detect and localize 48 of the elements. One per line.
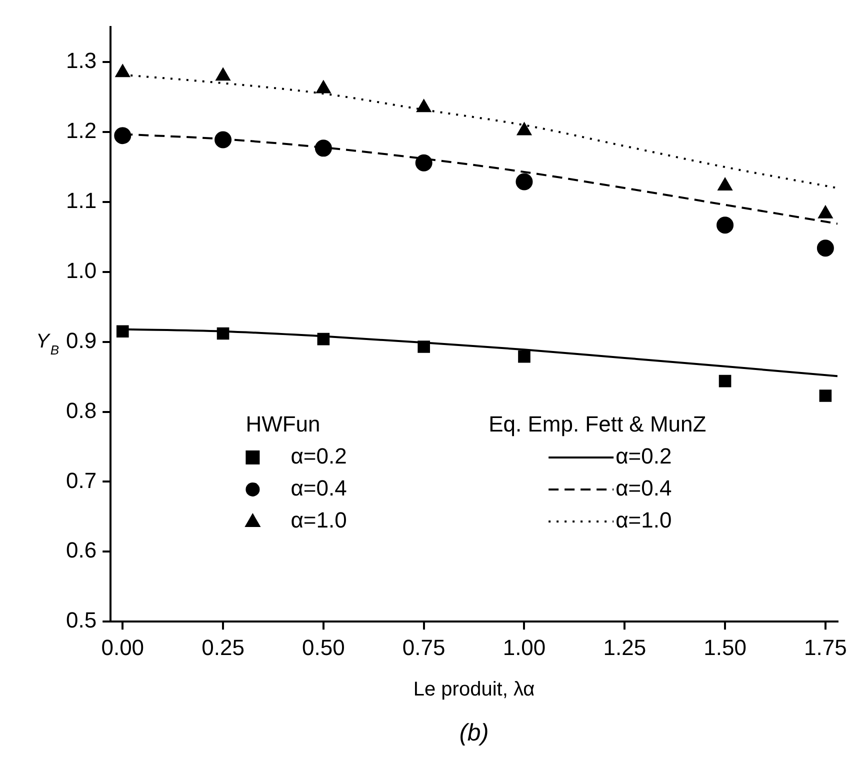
point: [216, 68, 230, 81]
y-tick-label: 0.8: [66, 398, 97, 423]
point: [216, 327, 230, 340]
point: [317, 332, 330, 346]
y-tick-label: 1.2: [66, 118, 97, 144]
legend-label: α=1.0: [616, 508, 672, 533]
point: [718, 177, 732, 190]
x-tick-label: 0.25: [202, 634, 244, 660]
point: [816, 240, 834, 257]
text: (b): [459, 720, 489, 747]
point: [316, 80, 331, 94]
legend-label: α=0.2: [616, 444, 672, 469]
y-tick-label: 1.1: [66, 188, 97, 214]
y-tick-label: 0.7: [66, 468, 97, 493]
y-tick-label: 0.5: [66, 608, 97, 633]
legend-label: α=0.4: [290, 476, 347, 501]
x-tick-label: 1.50: [704, 634, 746, 660]
x-tick-label: 1.25: [603, 634, 646, 660]
x-tick-label: 0.75: [402, 634, 446, 660]
point: [116, 325, 129, 338]
x-tick-label: 0.50: [302, 634, 345, 660]
point: [516, 122, 532, 136]
x-tick-label: 0.00: [101, 634, 144, 660]
legend-label: α=0.4: [616, 476, 672, 501]
point: [115, 64, 130, 78]
legend-label: α=1.0: [290, 508, 347, 533]
y-tick-label: 0.9: [66, 328, 97, 353]
point: [718, 374, 732, 388]
point: [214, 131, 232, 148]
y-tick-label: 0.6: [66, 538, 97, 563]
point: [416, 99, 432, 112]
legend-label: α=0.2: [290, 444, 347, 469]
point: [314, 140, 332, 157]
point: [418, 340, 430, 353]
y-tick-label: 1.3: [66, 48, 97, 74]
y-tick-label: 1.0: [66, 258, 97, 284]
point: [819, 390, 832, 402]
point: [518, 350, 530, 363]
point: [716, 216, 734, 234]
legend-title: HWFun: [246, 412, 320, 437]
point: [818, 205, 833, 218]
point: [415, 154, 432, 172]
x-tick-label: 1.75: [804, 634, 847, 660]
point: [516, 173, 533, 190]
x-axis-title: Le produit, λα: [413, 678, 535, 701]
annotation: Eq. Emp. Fett & MunZ: [488, 412, 706, 437]
x-tick-label: 1.00: [502, 634, 546, 660]
point: [114, 127, 132, 144]
